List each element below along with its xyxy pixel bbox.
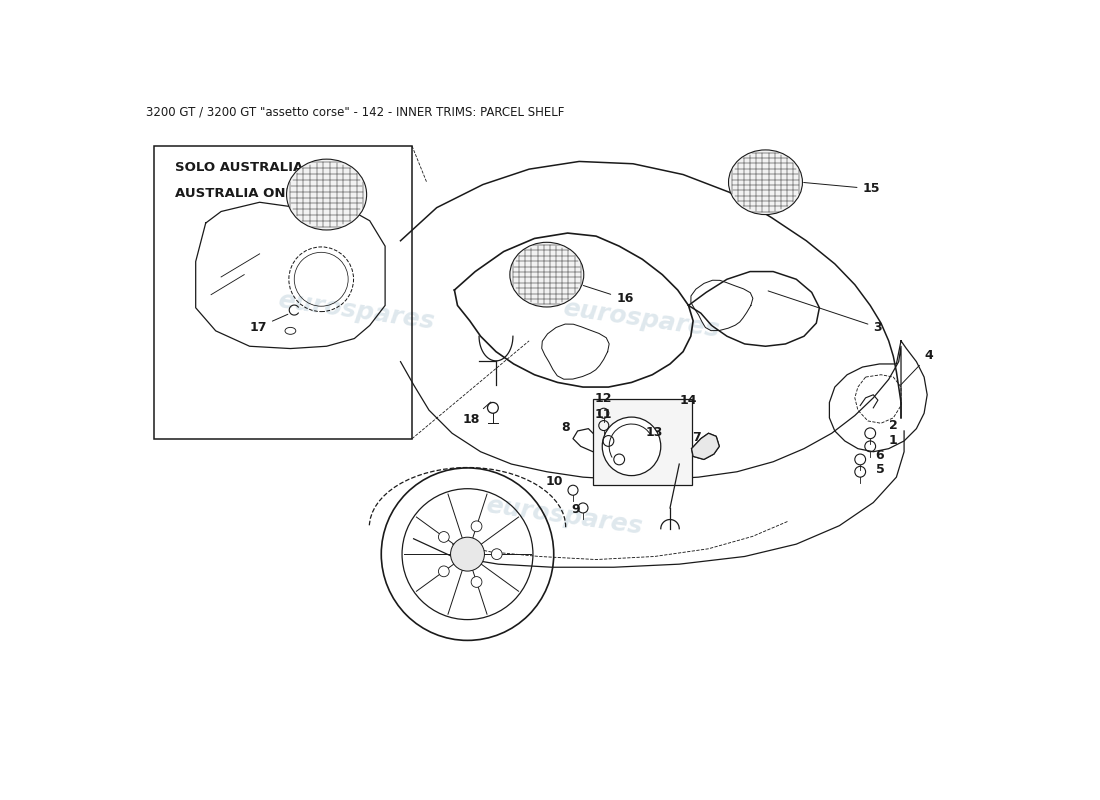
Text: eurospares: eurospares xyxy=(276,289,436,334)
Ellipse shape xyxy=(728,150,802,214)
Text: 9: 9 xyxy=(571,503,580,516)
Text: 12: 12 xyxy=(595,393,613,406)
Polygon shape xyxy=(692,434,719,459)
Text: 16: 16 xyxy=(583,286,634,306)
Text: 11: 11 xyxy=(595,408,613,421)
Circle shape xyxy=(492,549,502,559)
Text: 5: 5 xyxy=(876,463,884,476)
Text: 13: 13 xyxy=(646,426,663,439)
Text: 3200 GT / 3200 GT "assetto corse" - 142 - INNER TRIMS: PARCEL SHELF: 3200 GT / 3200 GT "assetto corse" - 142 … xyxy=(146,106,564,118)
Ellipse shape xyxy=(509,242,584,307)
Ellipse shape xyxy=(286,159,366,230)
Circle shape xyxy=(471,521,482,532)
Circle shape xyxy=(451,538,484,571)
Text: 4: 4 xyxy=(901,350,933,385)
Text: 8: 8 xyxy=(561,421,570,434)
Text: 10: 10 xyxy=(546,475,563,488)
Text: 6: 6 xyxy=(876,450,884,462)
Bar xyxy=(154,146,412,438)
Text: 15: 15 xyxy=(804,182,880,195)
Text: 3: 3 xyxy=(768,291,882,334)
Text: SOLO AUSTRALIA: SOLO AUSTRALIA xyxy=(175,162,304,174)
Text: eurospares: eurospares xyxy=(561,297,720,342)
Text: 18: 18 xyxy=(462,402,491,426)
Text: 2: 2 xyxy=(889,418,898,432)
Text: 17: 17 xyxy=(250,314,288,334)
Circle shape xyxy=(603,417,661,476)
Text: 14: 14 xyxy=(680,394,697,407)
Circle shape xyxy=(471,577,482,587)
Text: 7: 7 xyxy=(692,431,701,444)
Circle shape xyxy=(439,531,449,542)
Circle shape xyxy=(439,566,449,577)
Text: AUSTRALIA ONLY: AUSTRALIA ONLY xyxy=(175,187,301,200)
Text: 1: 1 xyxy=(889,434,898,447)
Text: eurospares: eurospares xyxy=(484,493,644,538)
Bar xyxy=(593,398,692,485)
